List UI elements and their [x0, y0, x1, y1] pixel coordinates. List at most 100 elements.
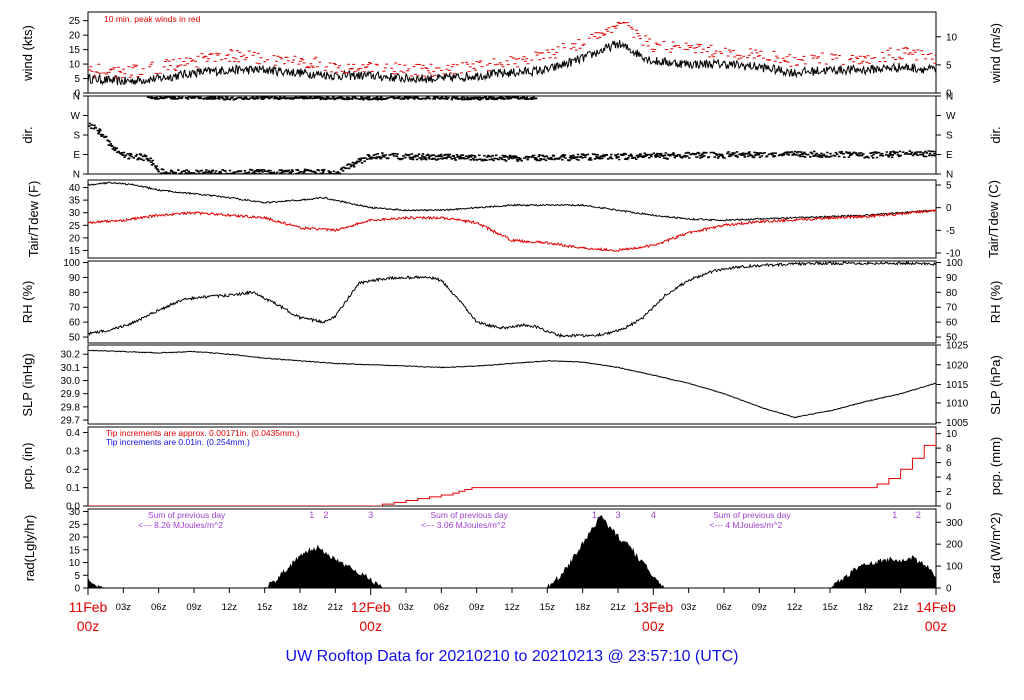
rh-ytick-label: 80: [69, 288, 81, 299]
rad-plot: [88, 515, 936, 588]
rad-hour-marker: 1: [309, 510, 314, 520]
dir-ytick-label: E: [73, 150, 80, 161]
x-tick-label: 15z: [540, 602, 556, 613]
pcp-ytick-label: 0.1: [66, 483, 80, 494]
pcp-ytick-right-label: 2: [946, 487, 952, 498]
rad-annotation: Sum of previous day: [713, 510, 791, 520]
pcp-series-0: [88, 428, 936, 506]
slp-ytick-right-label: 1015: [946, 380, 969, 391]
wind-ytick-right-label: 5: [946, 60, 952, 71]
rh-ytick-label: 100: [63, 258, 80, 269]
wind-frame: [87, 11, 937, 94]
wind-ytick-label: 5: [74, 74, 80, 85]
rad-ytick-label: 30: [69, 507, 81, 518]
x-tick-label: 21z: [893, 602, 909, 613]
x-tick-label: 18z: [575, 602, 591, 613]
rh-ytick-label: 90: [69, 273, 81, 284]
wind-ylabel: wind (kts): [20, 25, 35, 82]
rad-hour-marker: 2: [323, 510, 328, 520]
pcp-frame: [87, 426, 937, 507]
rad-ytick-label: 20: [69, 533, 81, 544]
rad-hour-marker: 3: [368, 510, 373, 520]
temp-ytick-right-label: 0: [946, 203, 952, 214]
panel-slp: 29.7 29.8 29.9 30.0 30.1 30.2 1005 1010 1015 1020…: [20, 341, 1003, 430]
rh-ytick-right-label: 80: [946, 288, 958, 299]
rh-ylabel-right: RH (%): [988, 281, 1003, 324]
x-tick-label: 09z: [752, 602, 768, 613]
slp-ytick-label: 29.8: [61, 402, 81, 413]
slp-frame: [87, 344, 937, 425]
rad-ytick-label: 10: [69, 558, 81, 569]
rh-ytick-right-label: 100: [946, 258, 963, 269]
panel-pcp: 0.0 0.1 0.2 0.3 0.4 0 2 4 6 8 10 pcp. (in) pcp. (mm)…: [20, 426, 1003, 513]
slp-ylabel-right: SLP (hPa): [988, 355, 1003, 415]
dir-series-0: [88, 122, 936, 174]
x-tick-label: 06z: [716, 602, 732, 613]
dir-ylabel-right: dir.: [988, 126, 1003, 143]
panel-wind: 0 5 10 15 20 25 0 5 10 wind (kts) wind (m/s) 10 min…: [20, 11, 1003, 100]
slp-ylabel: SLP (inHg): [20, 353, 35, 416]
rad-annotation: <--- 3.06 MJoules/m^2: [421, 520, 506, 530]
wind-annotation: 10 min. peak winds in red: [104, 14, 201, 24]
dir-ytick-right-label: W: [946, 111, 956, 122]
temp-ylabel-right: Tair/Tdew (C): [986, 180, 1001, 258]
rh-ylabel: RH (%): [20, 281, 35, 324]
rad-hour-marker: 3: [615, 510, 620, 520]
x-tick-label: 18z: [858, 602, 874, 613]
pcp-annotation: Tip increments are 0.01in. (0.254mm.): [106, 437, 250, 447]
rh-ytick-label: 70: [69, 303, 81, 314]
pcp-ytick-label: 0.0: [66, 502, 80, 513]
x-tick-label: 03z: [398, 602, 414, 613]
x-tick-label: 09z: [186, 602, 202, 613]
x-tick-label: 03z: [681, 602, 697, 613]
temp-ylabel: Tair/Tdew (F): [26, 181, 41, 258]
x-tick-label: 12z: [222, 602, 238, 613]
pcp-ylabel: pcp. (in): [20, 443, 35, 490]
temp-series-1: [88, 209, 936, 252]
rad-ytick-right-label: 100: [946, 562, 963, 573]
dir-ytick-right-label: E: [946, 150, 953, 161]
temp-ytick-label: 20: [69, 233, 81, 244]
x-tick-label: 21z: [328, 602, 344, 613]
x-tick-label: 15z: [257, 602, 273, 613]
temp-series-0: [88, 181, 936, 222]
rad-hour-marker: 1: [892, 510, 897, 520]
x-major-time: 00z: [925, 618, 948, 634]
rad-ytick-label: 25: [69, 520, 81, 531]
slp-ytick-label: 30.2: [61, 350, 81, 361]
wind-ytick-label: 25: [69, 16, 81, 27]
rad-ytick-label: 0: [74, 584, 80, 595]
pcp-ytick-right-label: 10: [946, 429, 958, 440]
temp-ytick-label: 40: [69, 183, 81, 194]
pcp-ytick-label: 0.2: [66, 465, 80, 476]
wind-series-1: [88, 21, 936, 79]
x-major-day: 13Feb: [633, 599, 673, 615]
rad-ylabel-right: rad (W/m^2): [988, 512, 1003, 583]
dir-plot: [88, 96, 936, 174]
dir-frame: [87, 95, 937, 175]
wind-ytick-label: 15: [69, 45, 81, 56]
dir-ytick-right-label: S: [946, 131, 953, 142]
rh-plot: [88, 261, 936, 339]
panel-rh: 50 60 70 80 90 100 50 60 70 80 90 100 RH (%) RH (%): [20, 258, 1003, 344]
pcp-plot: [88, 428, 936, 506]
x-tick-label: 21z: [610, 602, 626, 613]
slp-ytick-label: 29.9: [61, 389, 81, 400]
dir-ytick-label: W: [71, 111, 81, 122]
pcp-ytick-label: 0.4: [66, 428, 80, 439]
wind-ytick-right-label: 10: [946, 32, 958, 43]
rad-annotation: Sum of previous day: [148, 510, 226, 520]
wind-ytick-label: 0: [74, 89, 80, 100]
x-tick-label: 06z: [151, 602, 167, 613]
temp-ytick-label: 15: [69, 246, 81, 257]
wind-ytick-label: 10: [69, 60, 81, 71]
pcp-annotation: Tip increments are approx. 0.00171in. (0…: [106, 428, 300, 438]
x-major-day: 14Feb: [916, 599, 956, 615]
rad-hour-marker: 2: [916, 510, 921, 520]
rad-series-0: [88, 515, 936, 588]
rad-hour-marker: 1: [592, 510, 597, 520]
rh-ytick-label: 60: [69, 318, 81, 329]
